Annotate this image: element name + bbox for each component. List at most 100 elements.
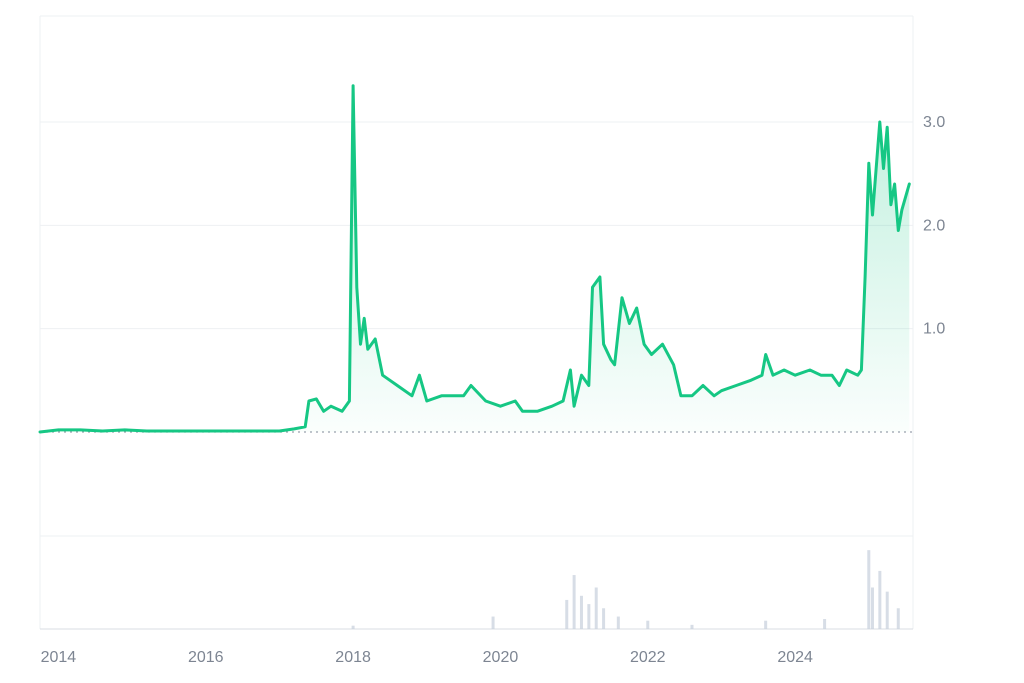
price-point [308, 400, 310, 402]
y-tick-label: 2.0 [923, 217, 945, 234]
price-point [871, 214, 874, 216]
volume-bar [764, 620, 768, 629]
price-point [355, 286, 358, 289]
price-point [175, 430, 178, 432]
volume-bar [491, 616, 495, 629]
volume-bar [878, 570, 882, 629]
price-point [856, 374, 859, 376]
volume-bar [867, 550, 871, 629]
price-point [278, 430, 281, 432]
price-point [886, 126, 889, 128]
price-area [40, 85, 910, 433]
price-point [845, 369, 848, 371]
volume-bar [572, 575, 576, 629]
price-point [315, 398, 318, 400]
x-tick-label: 2022 [630, 649, 666, 666]
volume-bar [351, 625, 355, 629]
price-point [569, 369, 572, 371]
price-point [352, 85, 354, 87]
price-point [867, 162, 870, 165]
price-point [735, 384, 737, 387]
x-tick-label: 2018 [335, 649, 371, 666]
price-point [621, 296, 623, 299]
price-point [389, 379, 391, 382]
price-point [794, 374, 796, 376]
price-point [893, 183, 896, 185]
price-point [341, 410, 343, 413]
price-point [838, 384, 841, 387]
price-point [691, 395, 693, 397]
y-tick-label: 1.0 [923, 321, 945, 338]
price-point [396, 384, 399, 387]
price-point [860, 369, 863, 371]
price-point [462, 395, 465, 397]
volume-bar [870, 587, 874, 629]
price-point [146, 430, 148, 432]
price-point [908, 183, 911, 185]
price-point [610, 358, 612, 361]
price-point [367, 348, 369, 351]
price-point [820, 374, 822, 376]
price-point [702, 384, 704, 387]
price-point [580, 374, 583, 376]
price-point [204, 430, 207, 432]
price-point [901, 209, 903, 211]
price-point [381, 374, 384, 376]
price-point [588, 384, 590, 387]
price-point [101, 430, 104, 432]
volume-bar [594, 587, 598, 629]
price-point [831, 374, 833, 376]
price-point [425, 400, 428, 402]
price-point [879, 121, 881, 123]
x-tick-label: 2024 [777, 649, 813, 666]
x-tick-label: 2020 [483, 649, 519, 666]
price-point [661, 343, 664, 345]
price-point [330, 405, 332, 407]
price-point [764, 353, 767, 356]
volume-bar [690, 624, 694, 629]
price-point [39, 431, 41, 433]
price-point [359, 343, 362, 345]
price-point [599, 276, 601, 278]
price-point [864, 276, 866, 278]
price-point [514, 400, 516, 402]
price-point [123, 429, 126, 431]
price-point [79, 429, 82, 431]
price-point [293, 428, 295, 430]
price-point [602, 343, 605, 345]
price-point [322, 410, 325, 413]
price-point [573, 405, 575, 407]
volume-bar [565, 599, 569, 629]
volume-bar [587, 604, 591, 629]
y-tick-label: 3.0 [923, 114, 945, 131]
price-point [363, 317, 365, 320]
price-point [536, 410, 539, 413]
price-point [440, 395, 443, 397]
price-point [680, 395, 682, 397]
price-point [551, 405, 553, 407]
price-point [713, 395, 715, 397]
price-point [882, 167, 885, 170]
price-point [499, 405, 502, 407]
price-point [890, 203, 892, 206]
volume-bar [885, 591, 889, 629]
price-point [591, 286, 594, 289]
volume-bar [823, 619, 827, 629]
price-point [57, 429, 60, 431]
volume-bar [579, 595, 583, 629]
price-point [562, 400, 564, 402]
volume-bar [646, 620, 650, 629]
price-point [348, 400, 351, 402]
price-point [720, 389, 723, 392]
price-point [650, 353, 653, 356]
price-point [304, 426, 307, 428]
price-point [521, 410, 524, 413]
x-tick-label: 2014 [41, 649, 77, 666]
price-point [761, 374, 763, 376]
price-point [613, 364, 616, 366]
price-line [38, 84, 911, 434]
price-point [374, 338, 377, 340]
price-point [783, 369, 785, 371]
price-point [241, 430, 244, 432]
